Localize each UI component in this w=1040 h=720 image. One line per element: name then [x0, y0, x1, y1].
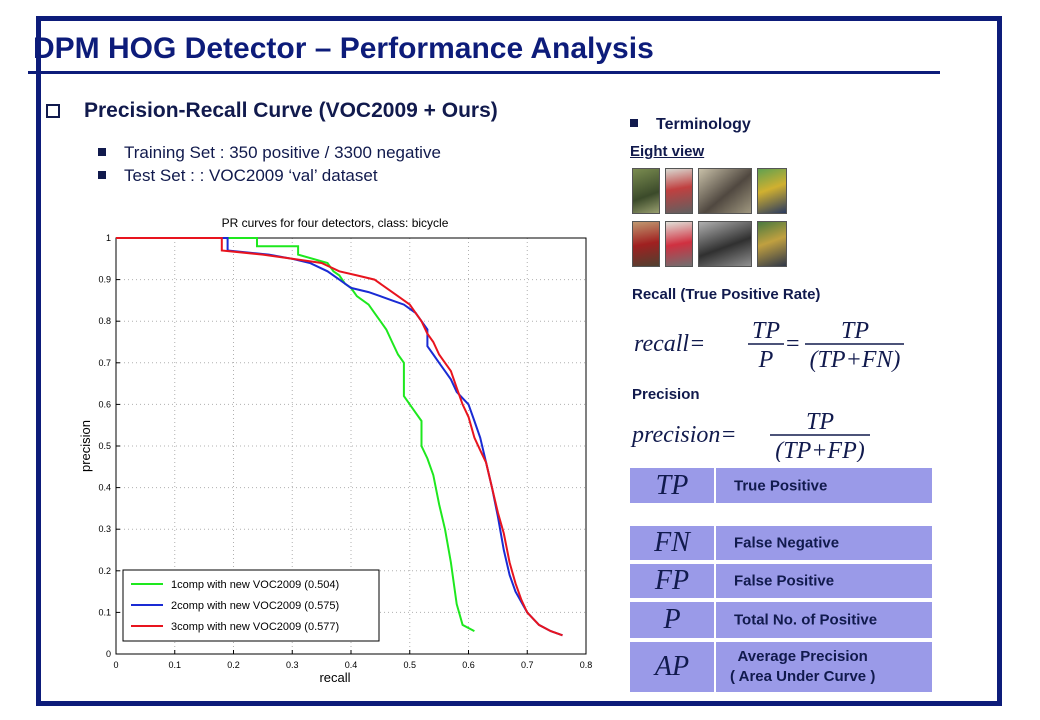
y-axis-label: precision: [79, 420, 93, 472]
y-tick-label: 0.1: [98, 607, 111, 617]
term-description: False Positive: [734, 572, 835, 590]
y-tick-label: 0.9: [98, 275, 111, 285]
slide-title: DPM HOG Detector – Performance Analysis: [33, 32, 654, 65]
bicycle-thumbnail-4: [757, 168, 787, 214]
formula-recall-tp: TP: [752, 318, 780, 344]
square-bullet-icon: [98, 148, 106, 156]
legend-label: 3comp with new VOC2009 (0.577): [171, 621, 339, 633]
y-tick-label: 1: [106, 233, 111, 243]
term-description-line1: Average Precision: [737, 648, 868, 665]
x-tick-label: 0.7: [521, 660, 534, 670]
term-symbol: TP: [655, 469, 689, 501]
term-description: False Negative: [734, 534, 840, 552]
formula-recall-p: P: [758, 347, 774, 372]
bicycle-thumbnail-7: [698, 221, 752, 267]
x-tick-label: 0.8: [580, 660, 593, 670]
series-line-3: [116, 237, 563, 637]
bicycle-thumbnail-6: [665, 221, 693, 267]
formula-equals: =: [786, 331, 800, 357]
precision-formula: precision= TP (TP+FP): [630, 409, 870, 462]
section-heading: Precision-Recall Curve (VOC2009 + Ours): [46, 99, 498, 123]
legend-label: 1comp with new VOC2009 (0.504): [171, 579, 339, 591]
square-bullet-icon: [630, 119, 638, 127]
formula-precision-den: (TP+FP): [775, 438, 865, 462]
eight-view-label: Eight view: [630, 143, 705, 160]
checkbox-icon: [46, 104, 60, 118]
y-tick-label: 0.3: [98, 524, 111, 534]
section-heading-text: Precision-Recall Curve (VOC2009 + Ours): [84, 99, 498, 122]
x-tick-label: 0.2: [227, 660, 240, 670]
recall-label: Recall (True Positive Rate): [632, 286, 821, 303]
term-symbol: AP: [654, 651, 690, 682]
bullet-text: Training Set : 350 positive / 3300 negat…: [124, 143, 441, 162]
bicycle-thumbnail-1: [632, 168, 660, 214]
bicycle-thumbnail-3: [698, 168, 752, 214]
y-tick-label: 0.2: [98, 566, 111, 576]
bicycle-thumbnail-2: [665, 168, 693, 214]
chart-title: PR curves for four detectors, class: bic…: [222, 216, 449, 230]
pr-chart: PR curves for four detectors, class: bic…: [79, 216, 592, 685]
bicycle-thumbnail-5: [632, 221, 660, 267]
table-row: FN False Negative: [630, 526, 932, 562]
term-symbol: FP: [654, 565, 690, 596]
term-description: True Positive: [734, 477, 828, 494]
chart-legend: 1comp with new VOC2009 (0.504) 2comp with…: [122, 569, 380, 642]
eight-view-thumbnails: [632, 168, 790, 268]
x-tick-label: 0.3: [286, 660, 299, 670]
x-tick-label: 0.6: [462, 660, 475, 670]
precision-label: Precision: [632, 386, 700, 403]
chart-series: [116, 237, 563, 637]
y-tick-label: 0: [106, 649, 111, 659]
legend-box: [122, 569, 380, 642]
bullet-test: Test Set : : VOC2009 ‘val’ dataset: [98, 166, 378, 186]
term-description: Average Precision ( Area Under Curve ): [730, 647, 875, 687]
formula-recall-den: (TP+FN): [810, 347, 901, 372]
formula-recall-tp2: TP: [841, 318, 869, 344]
table-row: AP Average Precision ( Area Under Curve ): [630, 642, 932, 694]
recall-formula: recall= TP P = TP (TP+FN): [634, 318, 904, 372]
y-tick-label: 0.8: [98, 316, 111, 326]
term-symbol: FN: [654, 527, 690, 558]
bicycle-thumbnail-8: [757, 221, 787, 267]
table-row: P Total No. of Positive: [630, 602, 932, 640]
term-description-line2: ( Area Under Curve ): [730, 668, 876, 685]
x-tick-label: 0.4: [345, 660, 358, 670]
term-symbol: P: [663, 604, 681, 635]
series-line-2: [116, 237, 563, 637]
square-bullet-icon: [98, 171, 106, 179]
formula-recall-name: recall=: [634, 331, 705, 357]
formula-precision-name: precision=: [630, 422, 737, 448]
table-row: FP False Positive: [630, 564, 932, 600]
y-tick-label: 0.6: [98, 399, 111, 409]
term-description: Total No. of Positive: [734, 611, 878, 629]
bullet-text: Test Set : : VOC2009 ‘val’ dataset: [124, 166, 378, 185]
x-tick-label: 0.5: [403, 660, 416, 670]
x-tick-label: 0.1: [168, 660, 181, 670]
y-tick-label: 0.5: [98, 441, 111, 451]
terminology-heading: Terminology: [630, 116, 751, 134]
series-line-1: [116, 237, 475, 632]
bullet-training: Training Set : 350 positive / 3300 negat…: [98, 143, 441, 163]
x-tick-label: 0: [113, 660, 118, 670]
title-rule: [28, 71, 940, 74]
formula-precision-tp: TP: [806, 409, 834, 435]
table-row: TP True Positive: [630, 468, 932, 505]
x-axis-label: recall: [319, 670, 350, 685]
legend-label: 2comp with new VOC2009 (0.575): [171, 600, 339, 612]
chart-ticks: 0 0.1 0.2 0.3 0.4 0.5 0.6 0.7 0.8 0 0.1 0.2 0.3 0.4 0.…: [98, 233, 592, 670]
y-tick-label: 0.7: [98, 358, 111, 368]
terminology-heading-text: Terminology: [656, 116, 751, 133]
y-tick-label: 0.4: [98, 483, 111, 493]
